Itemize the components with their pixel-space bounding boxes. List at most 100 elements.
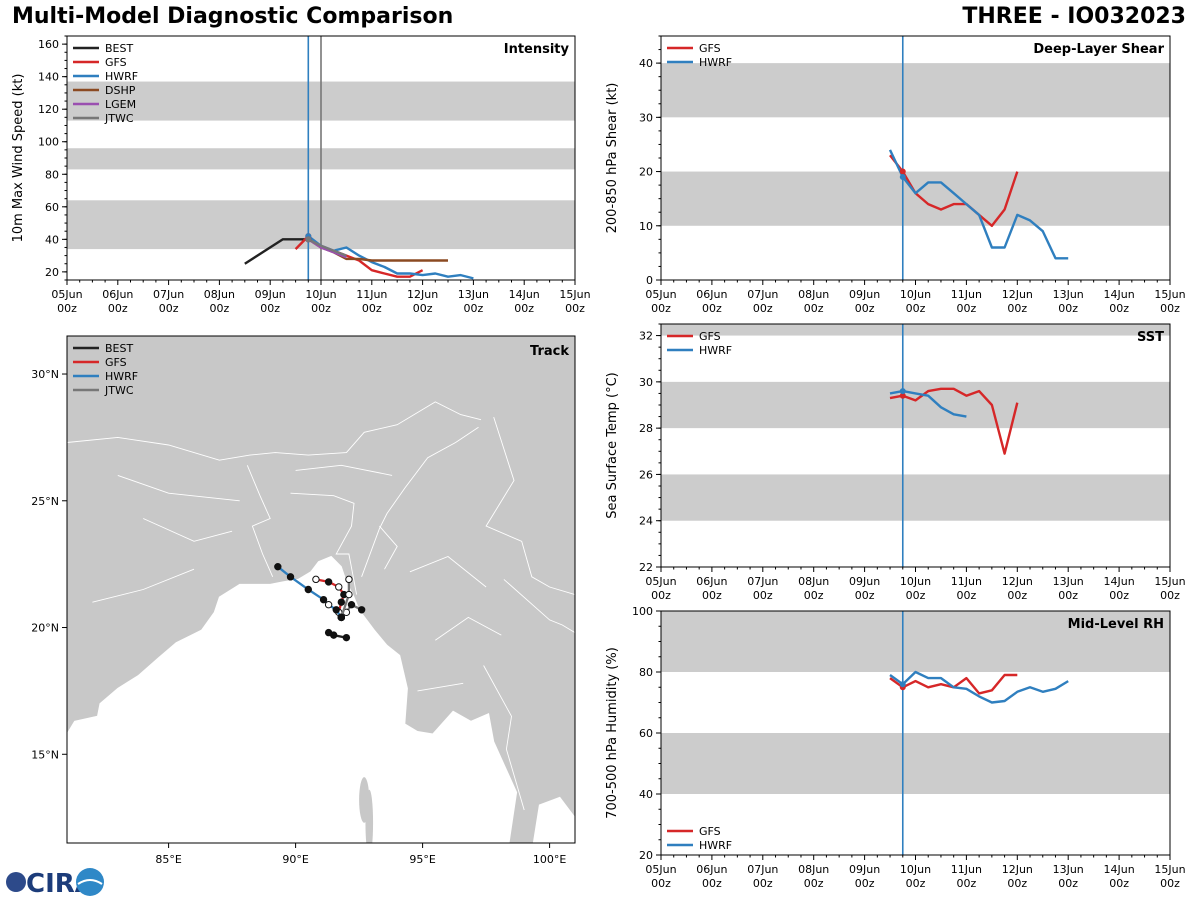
shear-panel-title: Deep-Layer Shear bbox=[1033, 42, 1164, 57]
intensity-xtick-label: 07Jun bbox=[153, 288, 184, 301]
sst-marker-hwrf bbox=[899, 388, 906, 395]
track-point-hwrf bbox=[274, 562, 282, 571]
shear-xtick-label: 07Jun bbox=[747, 288, 778, 301]
rh-xtick-sublabel: 00z bbox=[1058, 877, 1078, 890]
sst-ytick-label: 22 bbox=[639, 561, 653, 574]
intensity-legend-label-best: BEST bbox=[105, 42, 133, 55]
track-lat-label: 25°N bbox=[31, 495, 59, 508]
shear-xtick-sublabel: 00z bbox=[855, 302, 875, 315]
track-point-hwrf bbox=[319, 595, 328, 604]
track-legend-label-jtwc: JTWC bbox=[104, 384, 134, 397]
rh-xtick-sublabel: 00z bbox=[702, 877, 722, 890]
rh-legend-label-hwrf: HWRF bbox=[699, 839, 732, 852]
sst-ytick-label: 26 bbox=[639, 468, 653, 481]
track-point-best bbox=[342, 633, 351, 642]
shear-xtick-label: 15Jun bbox=[1154, 288, 1185, 301]
intensity-legend-label-jtwc: JTWC bbox=[104, 112, 134, 125]
intensity-series bbox=[244, 233, 474, 280]
storm-id-title: THREE - IO032023 bbox=[962, 4, 1186, 29]
track-point-hwrf bbox=[332, 606, 340, 614]
sst-band-1 bbox=[661, 381, 1170, 429]
track-lat-label: 30°N bbox=[31, 368, 59, 381]
sst-xtick-label: 12Jun bbox=[1002, 575, 1033, 588]
sst-xtick-sublabel: 00z bbox=[1058, 589, 1078, 602]
rh-xtick-label: 13Jun bbox=[1053, 863, 1084, 876]
intensity-legend-label-hwrf: HWRF bbox=[105, 70, 138, 83]
shear-xtick-label: 10Jun bbox=[900, 288, 931, 301]
island-1 bbox=[359, 777, 370, 823]
rh-xtick-label: 11Jun bbox=[951, 863, 982, 876]
track-point-gfs bbox=[324, 578, 333, 586]
sst-legend-label-hwrf: HWRF bbox=[699, 344, 732, 357]
land-mass bbox=[67, 336, 575, 843]
shear-xtick-sublabel: 00z bbox=[804, 302, 824, 315]
track-point-jtwc bbox=[337, 613, 346, 622]
sst-xtick-label: 10Jun bbox=[900, 575, 931, 588]
track-panel: 85°E 90°E 95°E 100°E 15°N 20°N 25°N 30°N Track BE… bbox=[31, 335, 576, 866]
rh-xtick-label: 14Jun bbox=[1104, 863, 1135, 876]
shear-legend-label-hwrf: HWRF bbox=[699, 56, 732, 69]
intensity-xtick-sublabel: 00z bbox=[311, 302, 331, 315]
sst-ytick-label: 30 bbox=[639, 376, 653, 389]
sst-xtick-label: 07Jun bbox=[747, 575, 778, 588]
track-lon-label: 85°E bbox=[155, 853, 181, 866]
intensity-marker-jtwc bbox=[305, 236, 312, 243]
rh-series bbox=[889, 670, 1069, 704]
track-lon-label: 95°E bbox=[409, 853, 435, 866]
sst-xtick-label: 09Jun bbox=[849, 575, 880, 588]
shear-xtick-label: 06Jun bbox=[696, 288, 727, 301]
sst-band-2 bbox=[661, 324, 1170, 336]
sst-xtick-sublabel: 00z bbox=[804, 589, 824, 602]
track-point-jtwc bbox=[347, 601, 356, 609]
intensity-xtick-label: 15Jun bbox=[559, 288, 590, 301]
intensity-xtick-label: 10Jun bbox=[305, 288, 336, 301]
intensity-ytick-label: 140 bbox=[38, 71, 59, 84]
intensity-ytick-label: 120 bbox=[38, 103, 59, 116]
border-line-9 bbox=[92, 568, 195, 603]
rh-xtick-label: 10Jun bbox=[900, 863, 931, 876]
sst-frame bbox=[660, 323, 1171, 568]
shear-ytick-label: 40 bbox=[639, 57, 653, 70]
intensity-line-best bbox=[244, 238, 309, 265]
sst-xtick-sublabel: 00z bbox=[1007, 589, 1027, 602]
sst-xtick-label: 14Jun bbox=[1104, 575, 1135, 588]
track-legend-label-gfs: GFS bbox=[105, 356, 127, 369]
track-point-jtwc bbox=[345, 590, 353, 599]
track-panel-title: Track bbox=[530, 344, 569, 359]
sst-xtick-label: 15Jun bbox=[1154, 575, 1185, 588]
shear-panel: 01020304005Jun00z06Jun00z07Jun00z08Jun00… bbox=[605, 35, 1186, 315]
intensity-xtick-sublabel: 00z bbox=[159, 302, 179, 315]
intensity-xtick-label: 13Jun bbox=[458, 288, 489, 301]
rh-xtick-sublabel: 00z bbox=[1109, 877, 1129, 890]
border-line-14 bbox=[417, 682, 464, 692]
sst-xtick-sublabel: 00z bbox=[957, 589, 977, 602]
track-lon-label: 90°E bbox=[282, 853, 308, 866]
rh-xtick-label: 09Jun bbox=[849, 863, 880, 876]
sst-xtick-label: 06Jun bbox=[696, 575, 727, 588]
track-lat-label: 20°N bbox=[31, 622, 59, 635]
track-frame bbox=[66, 335, 576, 844]
shear-band-1 bbox=[661, 63, 1170, 118]
track-legend-label-hwrf: HWRF bbox=[105, 370, 138, 383]
sst-xtick-label: 13Jun bbox=[1053, 575, 1084, 588]
intensity-xtick-label: 11Jun bbox=[356, 288, 387, 301]
intensity-xtick-sublabel: 00z bbox=[565, 302, 585, 315]
rh-xtick-label: 12Jun bbox=[1002, 863, 1033, 876]
shear-xtick-label: 11Jun bbox=[951, 288, 982, 301]
shear-xtick-sublabel: 00z bbox=[702, 302, 722, 315]
intensity-legend-label-gfs: GFS bbox=[105, 56, 127, 69]
sst-xtick-label: 08Jun bbox=[798, 575, 829, 588]
rh-xtick-sublabel: 00z bbox=[855, 877, 875, 890]
track-map-layer bbox=[67, 336, 575, 843]
cira-logo-satellite-icon bbox=[76, 868, 104, 896]
rh-ytick-label: 80 bbox=[639, 666, 653, 679]
sst-xtick-sublabel: 00z bbox=[1160, 589, 1180, 602]
rh-xtick-label: 07Jun bbox=[747, 863, 778, 876]
rh-band-0 bbox=[661, 733, 1170, 794]
shear-line-hwrf bbox=[888, 149, 1069, 260]
shear-xtick-sublabel: 00z bbox=[1160, 302, 1180, 315]
track-point-gfs bbox=[337, 598, 346, 606]
sst-xtick-sublabel: 00z bbox=[906, 589, 926, 602]
border-line-0 bbox=[67, 401, 482, 461]
border-line-13 bbox=[435, 616, 502, 641]
